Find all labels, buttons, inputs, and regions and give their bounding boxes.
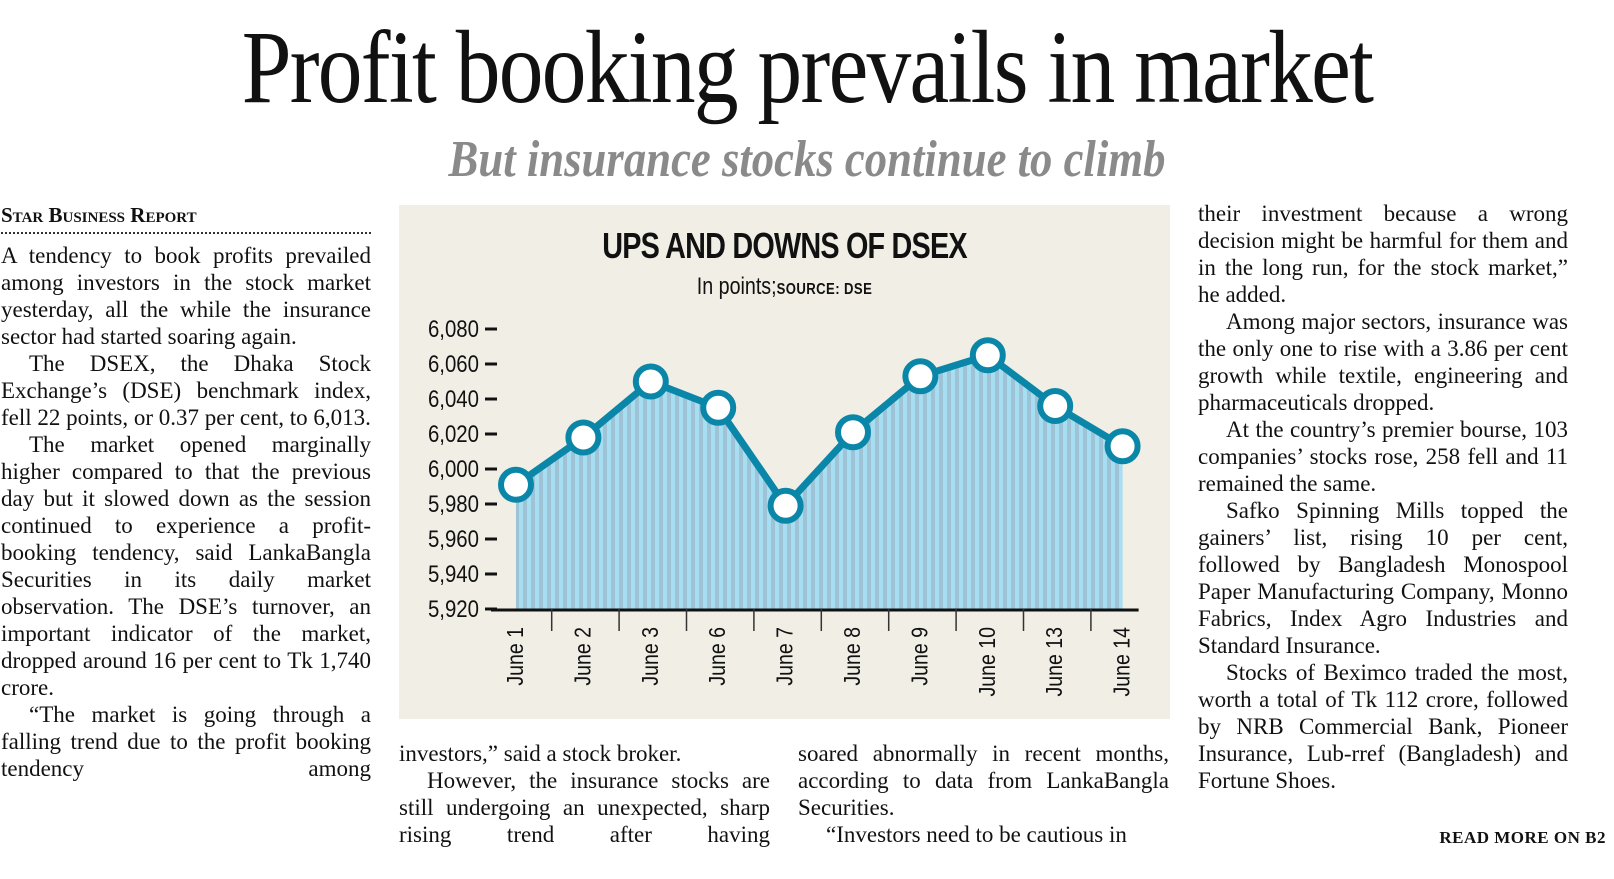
x-tick-label: June 7 [772,627,798,686]
read-more-link[interactable]: READ MORE ON B2 [1439,828,1606,847]
paragraph: investors,” said a stock broker. [399,741,682,766]
x-tick-label: June 2 [570,627,596,686]
paragraph: Safko Spinning Mills topped the gainers’… [1198,498,1568,658]
x-tick-label: June 8 [840,627,866,686]
chart-title: UPS AND DOWNS OF DSEX [602,225,967,266]
data-point [767,487,804,524]
y-tick-label: 6,080 [428,315,479,342]
column-4: their investment because a wrong decisio… [1198,200,1568,794]
data-point [835,414,871,451]
data-point [1104,428,1141,465]
paragraph: Stocks of Beximco traded the most, worth… [1198,660,1568,793]
x-tick-label: June 14 [1109,627,1135,697]
headline: Profit booking prevails in market [241,10,1374,125]
x-tick-label: June 10 [974,627,1000,697]
paragraph: At the country’s premier bourse, 103 com… [1198,417,1568,496]
paragraph: soared abnormally in recent months, acco… [798,741,1169,820]
column-1: Star Business Report A tendency to book … [1,202,371,782]
data-point [969,337,1006,374]
paragraph: Among major sectors, insurance was the o… [1198,309,1568,415]
subheadline: But insurance stocks continue to climb [448,131,1166,188]
data-point [902,358,939,395]
y-tick-label: 5,980 [428,490,479,517]
data-point [498,466,534,503]
x-tick-label: June 1 [503,627,529,686]
chart-subtitle: In points;SOURCE: DSE [468,273,1100,301]
paragraph: The DSEX, the Dhaka Stock Exchange’s (DS… [1,351,371,430]
paragraph: However, the insurance stocks are still … [399,768,770,847]
column-3: soared abnormally in recent months, acco… [798,740,1169,848]
column-2: investors,” said a stock broker. However… [399,740,770,848]
series-line [513,351,1125,510]
x-tick-label: June 3 [637,627,663,686]
y-tick-label: 6,020 [428,420,479,447]
paragraph: The market opened marginally higher comp… [1,432,371,700]
byline: Star Business Report [1,203,197,227]
paragraph: “Investors need to be cautious in [826,822,1127,847]
x-tick-label: June 6 [705,627,731,686]
y-tick-label: 5,920 [428,595,479,622]
chart-units: In points; [696,273,777,300]
y-tick-label: 5,940 [428,560,479,587]
y-tick-label: 6,000 [428,455,479,482]
paragraph: “The market is going through a falling t… [1,702,371,781]
data-point [632,363,669,400]
x-tick-label: June 13 [1042,627,1068,697]
data-point [700,389,737,426]
data-point [1037,388,1074,424]
paragraph: their investment because a wrong decisio… [1198,201,1568,307]
area-fill [516,355,1123,609]
y-tick-label: 6,060 [428,350,479,377]
data-point [565,419,602,456]
byline-divider [1,232,371,234]
paragraph: A tendency to book profits prevailed amo… [1,243,371,349]
chart-panel: UPS AND DOWNS OF DSEX In points;SOURCE: … [399,205,1170,719]
y-tick-label: 6,040 [428,385,479,412]
dsex-chart: 5,920 5,940 5,960 5,980 6,000 6,020 6,040 6,060… [428,315,1141,697]
x-tick-label: June 9 [907,627,933,686]
y-tick-label: 5,960 [428,525,479,552]
chart-source: SOURCE: DSE [776,281,873,298]
